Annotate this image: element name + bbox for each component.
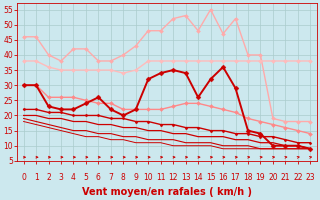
X-axis label: Vent moyen/en rafales ( km/h ): Vent moyen/en rafales ( km/h ) xyxy=(82,187,252,197)
